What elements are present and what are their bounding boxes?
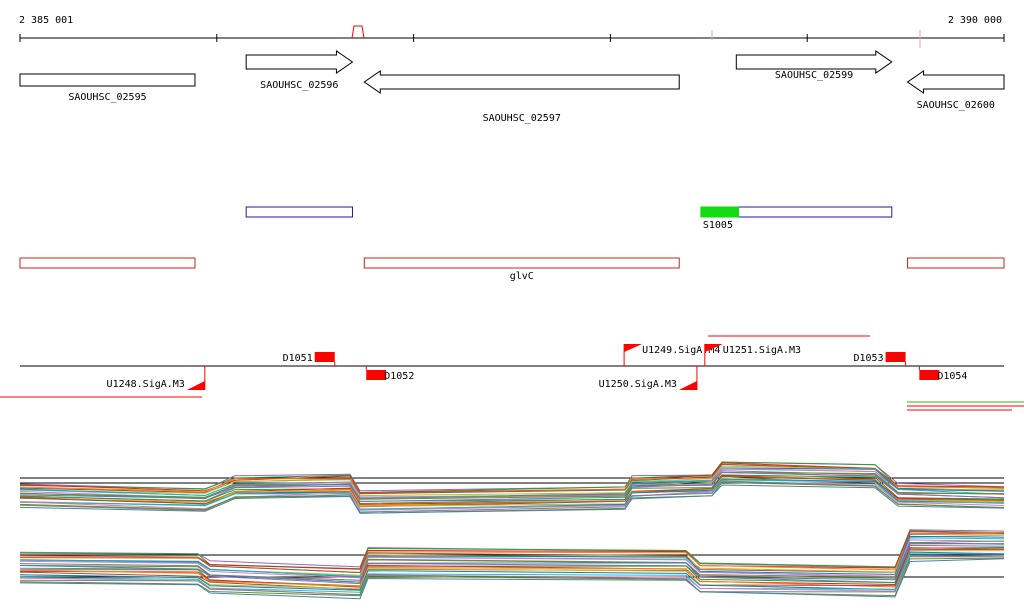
gene-arrow — [735, 50, 893, 74]
gene-arrow — [245, 50, 354, 74]
operon-box-blue — [737, 206, 893, 218]
expression-profile-line — [19, 535, 1005, 578]
expression-profile-tracks — [19, 461, 1005, 600]
terminator-box — [919, 370, 940, 380]
expression-profile-line — [19, 557, 1005, 597]
expression-profile-line — [19, 461, 1005, 494]
operon-box-green — [700, 206, 739, 218]
terminator-label: D1052 — [384, 371, 414, 382]
gene-track: SAOUHSC_02595 SAOUHSC_02596 SAOUHSC_02597 S… — [19, 50, 1005, 124]
axis-marker — [351, 25, 365, 39]
gene-label: SAOUHSC_02599 — [775, 70, 853, 81]
gene-arrow — [906, 70, 1005, 94]
regulatory-feature-track: U1248.SigA.M3 U1249.SigA.M4 U1250.SigA.M3 U… — [0, 335, 1024, 411]
operon-track: S1005 glvC — [19, 206, 1005, 282]
terminator-label: D1051 — [283, 353, 313, 364]
terminator-label: D1053 — [853, 353, 883, 364]
terminator-label: D1054 — [937, 371, 967, 382]
promoter-label: U1250.SigA.M3 — [599, 379, 677, 390]
expression-profile-line — [19, 461, 1005, 492]
expression-profile-line — [19, 558, 1005, 600]
coordinate-axis — [19, 25, 1005, 48]
promoter-flag — [704, 344, 723, 352]
gene-label: SAOUHSC_02597 — [483, 113, 561, 124]
operon-label: S1005 — [703, 220, 733, 231]
promoter-label: U1249.SigA.M4 — [642, 345, 720, 356]
gene-arrow — [363, 70, 680, 94]
promoter-flag — [624, 344, 643, 352]
promoter-flag — [678, 381, 697, 390]
terminator-box — [366, 370, 387, 380]
expression-profile-line — [19, 531, 1005, 570]
expression-profile-line — [19, 470, 1005, 500]
terminator-box — [885, 352, 906, 362]
operon-box-red — [363, 257, 680, 269]
operon-box-red — [907, 257, 1005, 269]
promoter-label: U1248.SigA.M3 — [107, 379, 185, 390]
gene-label: SAOUHSC_02595 — [68, 92, 146, 103]
expression-profile-line — [19, 547, 1005, 588]
operon-label: glvC — [510, 271, 534, 282]
expression-profile-line — [19, 474, 1005, 505]
terminator-box — [314, 352, 335, 362]
expression-profile-line — [19, 544, 1005, 585]
operon-box-blue — [245, 206, 353, 218]
promoter-flag — [186, 381, 205, 390]
axis-end-label: 2 390 000 — [948, 15, 1002, 26]
expression-profile-line — [19, 539, 1005, 579]
gene-label: SAOUHSC_02600 — [917, 100, 995, 111]
expression-profile-line — [19, 553, 1005, 593]
expression-profile-line — [19, 556, 1004, 596]
operon-box-red — [19, 257, 196, 269]
promoter-label: U1251.SigA.M3 — [723, 345, 801, 356]
gene-arrow — [19, 73, 196, 87]
gene-label: SAOUHSC_02596 — [260, 80, 338, 91]
expression-profile-line — [19, 484, 1005, 514]
axis-start-label: 2 385 001 — [19, 15, 73, 26]
